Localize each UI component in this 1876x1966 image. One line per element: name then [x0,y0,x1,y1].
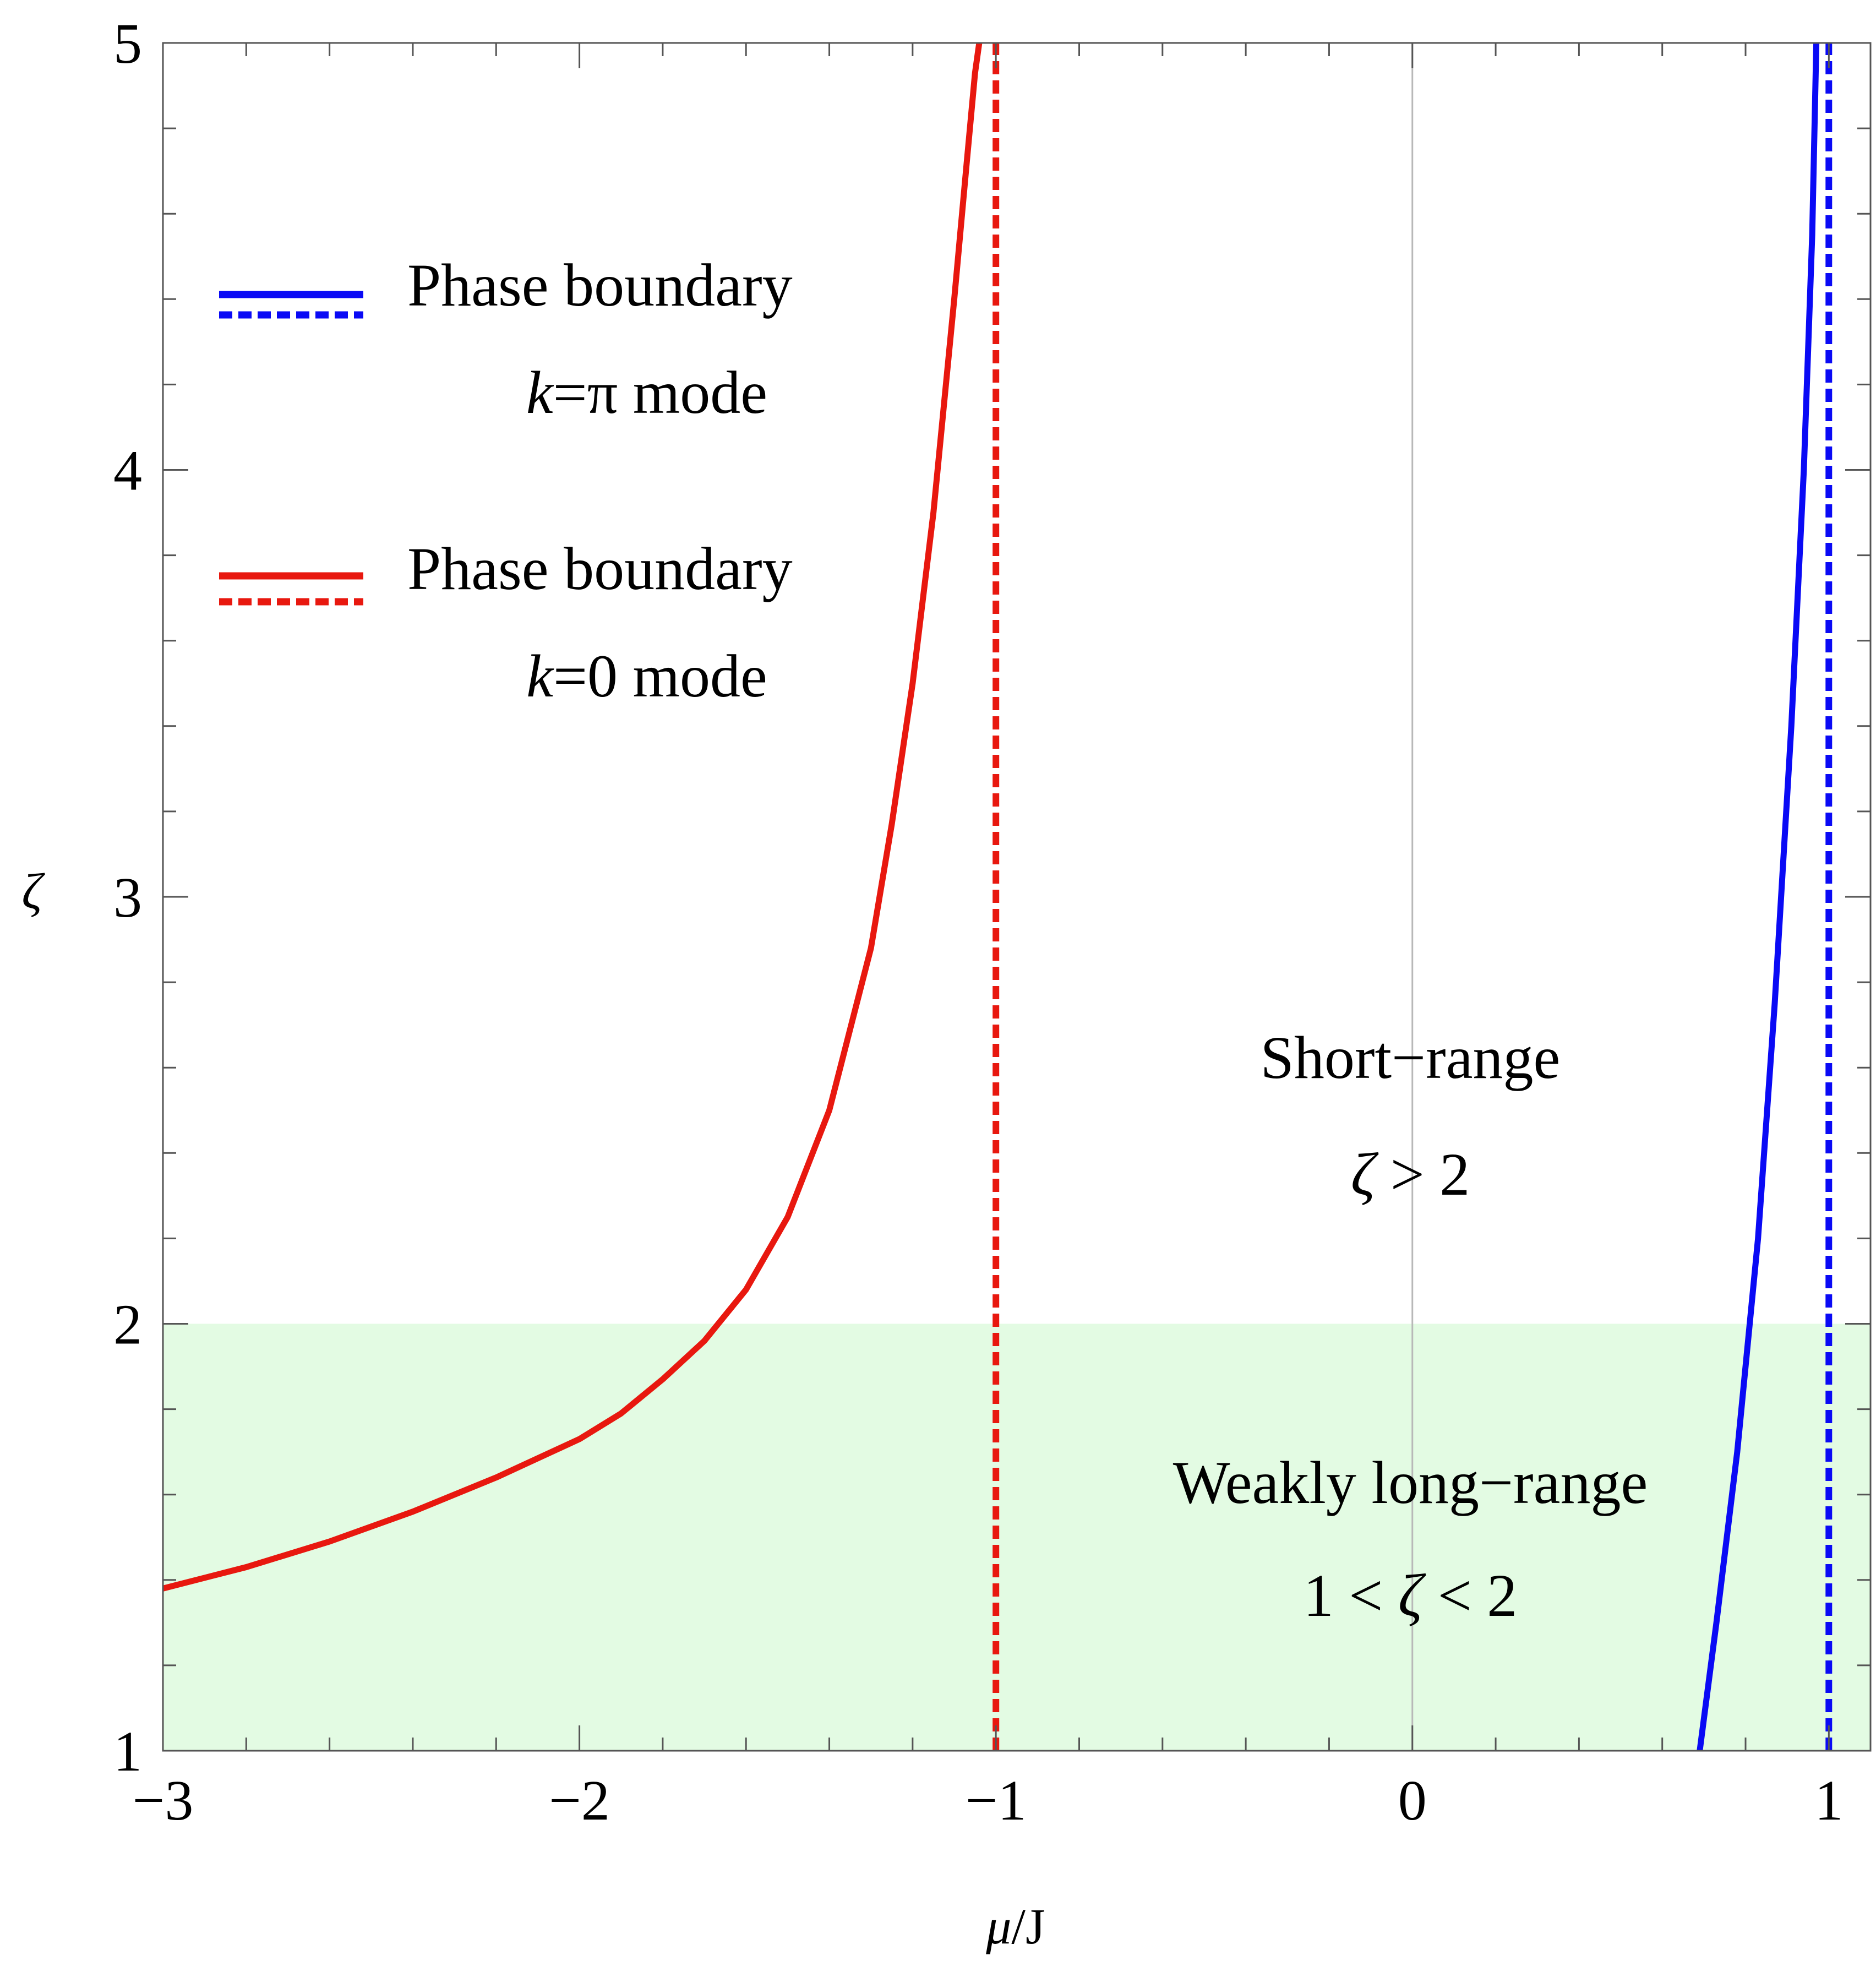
annotation-short-range-line2: ζ > 2 [1351,1141,1470,1208]
x-tick-label: −1 [966,1769,1027,1832]
x-tick-label: 0 [1398,1769,1427,1832]
legend-label-k-pi-line2: k=π mode [526,359,767,426]
x-axis-label: μ/J [985,1898,1045,1954]
annotation-weakly-long-range-line1: Weakly long−range [1173,1449,1648,1516]
legend-label-k-0-line1: Phase boundary [407,535,793,602]
annotation-weakly-long-range-line2: 1 < ζ < 2 [1304,1562,1518,1629]
y-tick-label: 2 [113,1293,142,1357]
legend: Phase boundary k=π mode Phase boundary k… [219,252,793,710]
y-tick-label: 5 [113,12,142,75]
y-axis-label: ζ [21,863,45,919]
legend-label-k-0-line2: k=0 mode [526,642,767,710]
x-tick-label: −3 [133,1769,194,1832]
legend-label-k-pi-line1: Phase boundary [407,252,793,319]
y-tick-label: 4 [113,439,142,503]
series-line-0 [163,43,983,1592]
x-tick-label: 1 [1814,1769,1843,1832]
annotation-short-range-line1: Short−range [1261,1024,1561,1091]
shaded-region-weakly-long-range [163,1324,1870,1751]
y-tick-label: 1 [113,1720,142,1783]
y-tick-label: 3 [113,866,142,929]
series-line-2 [1697,43,1820,1751]
x-tick-label: −2 [549,1769,610,1832]
